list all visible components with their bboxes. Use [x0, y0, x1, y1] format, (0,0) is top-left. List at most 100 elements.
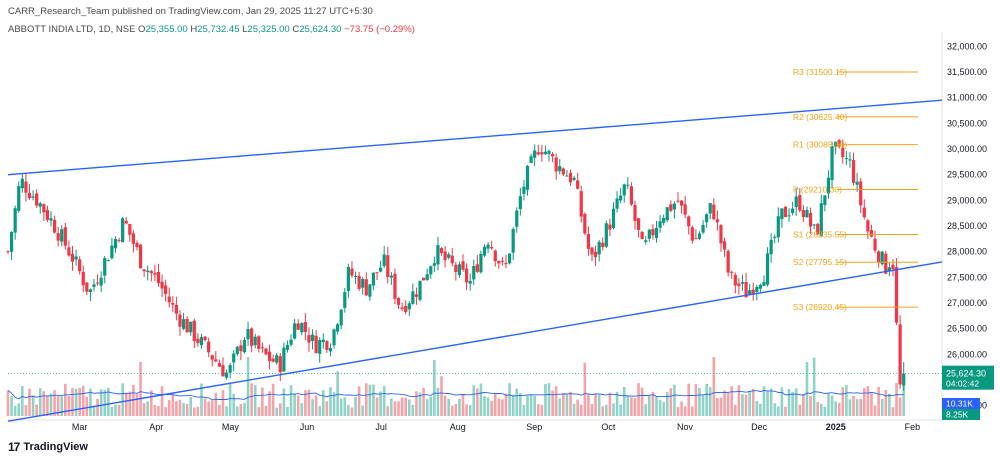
- volume-bar: [734, 404, 737, 416]
- x-tick-label: Sep: [526, 422, 542, 432]
- volume-bar: [880, 398, 884, 416]
- high-label: H: [190, 24, 198, 35]
- candle-body: [275, 355, 279, 363]
- candle: [113, 236, 118, 253]
- candle-body: [38, 203, 42, 207]
- x-tick-label: Jul: [375, 422, 387, 432]
- last-price-badge: [942, 365, 994, 390]
- candle-body: [138, 244, 143, 269]
- candle-body: [307, 335, 311, 343]
- candle-body: [669, 204, 673, 211]
- candle: [371, 272, 376, 291]
- candle-body: [425, 274, 429, 280]
- candle: [439, 246, 444, 257]
- candle-body: [730, 271, 734, 273]
- volume-bar: [307, 389, 311, 416]
- candle: [862, 199, 866, 220]
- candle-body: [676, 200, 680, 202]
- candle-body: [314, 335, 318, 353]
- candle-body: [869, 230, 874, 237]
- candle-body: [70, 253, 75, 262]
- volume-bar: [142, 403, 146, 416]
- high-value: 25,732.45: [197, 24, 240, 35]
- candle-body: [568, 172, 573, 183]
- volume-bar: [78, 387, 81, 416]
- candle-body: [199, 337, 204, 346]
- candle-body: [189, 321, 193, 333]
- candle: [834, 141, 838, 155]
- candle: [694, 229, 698, 240]
- volume-bar: [888, 393, 891, 416]
- candle-body: [798, 195, 802, 211]
- candle: [515, 207, 519, 233]
- candle-body: [278, 356, 282, 373]
- candle-body: [353, 275, 358, 277]
- symbol-ohlc-legend[interactable]: ABBOTT INDIA LTD, 1D, NSE O25,355.00 H25…: [8, 24, 415, 35]
- candle-body: [328, 347, 333, 352]
- candle: [192, 318, 196, 349]
- low-value: 25,325.00: [247, 24, 290, 35]
- candle-body: [95, 282, 100, 284]
- candle: [676, 192, 680, 203]
- candle: [841, 139, 845, 164]
- volume-bar: [189, 397, 193, 416]
- candle: [576, 172, 580, 190]
- volume-bar: [450, 405, 454, 416]
- x-tick-label: Aug: [450, 422, 466, 432]
- volume-bar: [501, 399, 504, 416]
- volume-bar: [490, 400, 493, 416]
- candle-body: [529, 156, 533, 163]
- volume-bar: [511, 395, 515, 416]
- candle-body: [884, 253, 888, 274]
- candle-body: [877, 251, 881, 263]
- candle: [167, 287, 171, 308]
- volume-bar: [683, 406, 687, 416]
- volume-bar: [296, 395, 300, 416]
- candle: [851, 152, 856, 186]
- x-tick-label: 2025: [826, 422, 846, 432]
- candle: [518, 187, 522, 216]
- volume-bar: [741, 394, 744, 416]
- volume-bar: [819, 403, 823, 416]
- volume-bar: [680, 401, 683, 416]
- candle: [293, 318, 297, 340]
- candle: [117, 237, 121, 243]
- candle: [422, 277, 426, 281]
- candle-body: [486, 244, 490, 249]
- volume-bar: [622, 386, 626, 416]
- candle: [189, 321, 193, 336]
- candle: [221, 357, 225, 377]
- candle: [429, 265, 433, 279]
- candle: [880, 250, 884, 266]
- volume-bar: [902, 385, 906, 416]
- volume-bar: [673, 384, 676, 416]
- candle-body: [257, 336, 261, 349]
- tradingview-logo[interactable]: 17 TradingView: [8, 440, 88, 454]
- volume-bar: [379, 391, 382, 416]
- volume-bar: [343, 397, 347, 416]
- candle: [31, 190, 35, 201]
- volume-bar: [103, 390, 107, 416]
- candle: [49, 211, 53, 227]
- candle: [504, 254, 508, 269]
- candle-body: [812, 224, 816, 226]
- volume-bar: [895, 383, 898, 416]
- candle: [185, 316, 189, 333]
- volume-bar: [38, 388, 42, 416]
- volume-bar: [139, 362, 142, 416]
- candle-body: [300, 323, 304, 333]
- volume-bar: [726, 392, 730, 416]
- candle-body: [228, 365, 232, 373]
- candle-body: [203, 336, 207, 341]
- candle: [328, 343, 333, 357]
- volume-bar: [454, 403, 458, 416]
- volume-bar: [329, 387, 332, 416]
- volume-bar: [425, 399, 429, 416]
- candle: [375, 272, 379, 281]
- volume-bar: [852, 395, 855, 416]
- y-tick-label: 28,500.00: [947, 221, 987, 231]
- candle: [457, 261, 462, 278]
- candle: [859, 178, 863, 214]
- candle: [647, 228, 651, 242]
